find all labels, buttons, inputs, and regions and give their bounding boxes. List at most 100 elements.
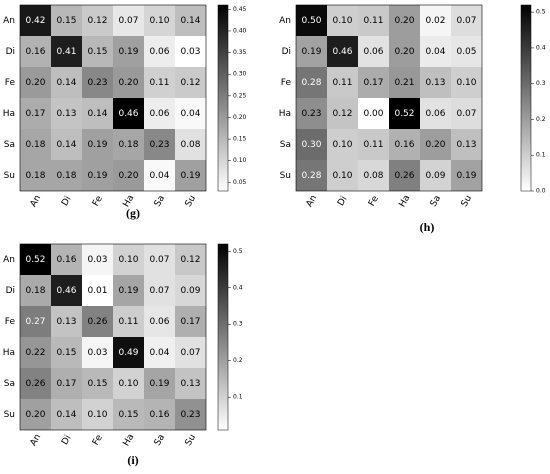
cell-label: 0.15: [87, 379, 107, 389]
heatmap-cell: [451, 5, 482, 36]
heatmap-cell: [144, 368, 175, 399]
cell-label: 0.07: [149, 286, 169, 296]
cell-label: 0.16: [56, 255, 76, 265]
heatmap-cell: [358, 160, 389, 191]
heatmap-cell: [296, 36, 327, 67]
cell-label: 0.08: [363, 171, 383, 181]
x-tick-label: Ha: [398, 193, 413, 209]
heatmap-cell: [144, 129, 175, 160]
cell-label: 0.20: [118, 78, 138, 88]
heatmap-cell: [296, 160, 327, 191]
cell-label: 0.23: [87, 78, 107, 88]
x-tick-label: Fe: [91, 433, 105, 447]
cell-label: 0.11: [149, 78, 169, 88]
heatmap-cell: [420, 5, 451, 36]
heatmap-cell: [82, 399, 113, 430]
x-tick-label: Su: [460, 194, 474, 209]
heatmap-cell: [20, 244, 51, 275]
cell-label: 0.06: [149, 47, 169, 57]
cell-label: 0.18: [56, 171, 76, 181]
heatmap-cell: [113, 129, 144, 160]
y-tick-label: Di: [6, 47, 15, 57]
colorbar-tick-label: 0.4: [233, 284, 243, 291]
heatmap-cell: [144, 36, 175, 67]
cell-label: 0.18: [25, 286, 45, 296]
heatmap-cell: [113, 67, 144, 98]
heatmap-cell: [51, 5, 82, 36]
heatmap-cell: [51, 129, 82, 160]
heatmap-cell: [389, 36, 420, 67]
cell-label: 0.02: [425, 16, 445, 26]
cell-label: 0.04: [149, 171, 169, 181]
y-tick-label: Fe: [281, 78, 292, 88]
cell-label: 0.00: [363, 109, 383, 119]
heatmap-cell: [82, 306, 113, 337]
cell-label: 0.26: [25, 379, 45, 389]
cell-label: 0.20: [25, 410, 45, 420]
colorbar-tick-label: 0.40: [233, 27, 247, 34]
cell-label: 0.12: [87, 16, 107, 26]
heatmap-cell: [20, 306, 51, 337]
cell-label: 0.07: [180, 348, 200, 358]
y-tick-label: An: [3, 16, 15, 26]
heatmap-cell: [389, 129, 420, 160]
x-tick-label: Su: [184, 433, 198, 448]
heatmap-cell: [51, 275, 82, 306]
cell-label: 0.12: [180, 255, 200, 265]
cell-label: 0.14: [180, 16, 200, 26]
cell-label: 0.18: [25, 171, 45, 181]
heatmap-cell: [51, 399, 82, 430]
cell-label: 0.17: [56, 379, 76, 389]
cell-label: 0.23: [301, 109, 321, 119]
cell-label: 0.06: [149, 317, 169, 327]
cell-label: 0.07: [456, 16, 476, 26]
cell-label: 0.17: [363, 78, 383, 88]
y-tick-label: Sa: [280, 140, 291, 150]
heatmap-cell: [113, 368, 144, 399]
cell-label: 0.04: [425, 47, 445, 57]
colorbar-tick-label: 0.5: [233, 248, 243, 255]
cell-label: 0.20: [118, 171, 138, 181]
heatmap-cell: [113, 399, 144, 430]
cell-label: 0.42: [25, 16, 45, 26]
heatmap-cell: [420, 67, 451, 98]
cell-label: 0.07: [456, 109, 476, 119]
heatmap-cell: [327, 160, 358, 191]
heatmap-cell: [175, 98, 206, 129]
cell-label: 0.12: [180, 78, 200, 88]
heatmap-cell: [327, 129, 358, 160]
x-tick-label: An: [305, 194, 320, 209]
heatmap-cell: [144, 306, 175, 337]
heatmap-cell: [358, 67, 389, 98]
heatmap-cell: [296, 5, 327, 36]
colorbar-tick-label: 0.3: [536, 80, 546, 87]
y-tick-label: Su: [4, 410, 15, 420]
x-tick-label: Sa: [153, 433, 167, 448]
cell-label: 0.19: [456, 171, 476, 181]
cell-label: 0.01: [87, 286, 107, 296]
y-tick-label: Sa: [4, 379, 15, 389]
x-tick-label: Di: [60, 434, 73, 447]
heatmap-cell: [20, 275, 51, 306]
cell-label: 0.23: [149, 140, 169, 150]
cell-label: 0.16: [149, 410, 169, 420]
cell-label: 0.05: [456, 47, 476, 57]
cell-label: 0.41: [56, 47, 76, 57]
heatmap-cell: [82, 67, 113, 98]
cell-label: 0.06: [363, 47, 383, 57]
colorbar-tick-label: 0.45: [233, 6, 247, 13]
cell-label: 0.18: [118, 140, 138, 150]
y-tick-label: An: [3, 255, 15, 265]
heatmap-cell: [82, 337, 113, 368]
colorbar: [520, 4, 532, 192]
cell-label: 0.19: [149, 379, 169, 389]
heatmap-cell: [144, 98, 175, 129]
colorbar-tick-label: 0.1: [536, 152, 546, 159]
colorbar-tick-label: 0.20: [233, 114, 247, 121]
cell-label: 0.20: [25, 78, 45, 88]
heatmap-cell: [175, 399, 206, 430]
cell-label: 0.49: [118, 348, 138, 358]
heatmap-cell: [51, 98, 82, 129]
y-tick-label: Ha: [3, 109, 15, 119]
x-tick-label: Di: [60, 195, 73, 208]
